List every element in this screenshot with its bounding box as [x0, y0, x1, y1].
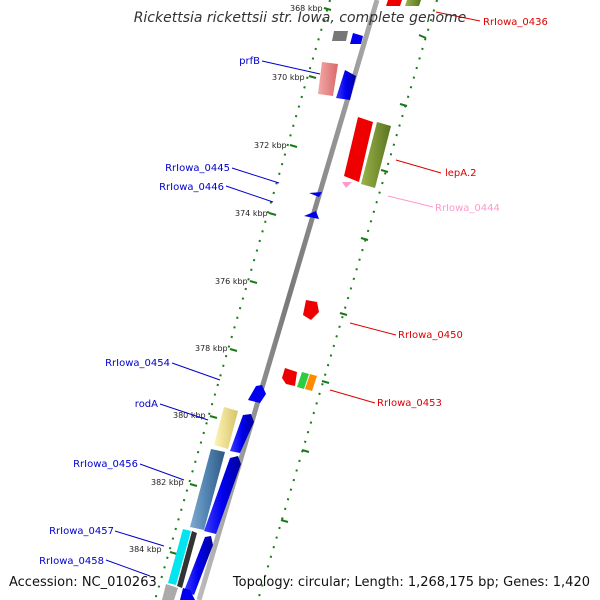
scale-label: 370 kbp — [272, 73, 305, 82]
right-guide-line — [257, 0, 438, 600]
gene-label-lepA2[interactable]: lepA.2 — [445, 168, 476, 179]
gene-feature[interactable] — [318, 62, 338, 96]
gene-feature[interactable] — [184, 536, 213, 595]
scale-label: 372 kbp — [254, 141, 287, 150]
gene-feature[interactable] — [204, 456, 241, 534]
gene-feature[interactable] — [214, 407, 238, 449]
gene-feature[interactable] — [180, 588, 195, 600]
right-scale-marks — [280, 34, 427, 523]
genome-summary-text: Topology: circular; Length: 1,268,175 bp… — [232, 575, 590, 590]
right-leader-lines — [329, 11, 481, 404]
gene-feature[interactable] — [405, 0, 421, 6]
gene-feature[interactable] — [282, 368, 297, 386]
gene-feature[interactable] — [332, 31, 348, 41]
accession-text: Accession: NC_010263 — [9, 575, 157, 590]
gene-feature[interactable] — [304, 211, 319, 219]
scale-label: 380 kbp — [173, 411, 206, 420]
gene-feature[interactable] — [350, 33, 363, 44]
scale-tick-marks — [169, 7, 332, 555]
gene-feature[interactable] — [361, 122, 391, 188]
gene-label-rriowa-0450[interactable]: RrIowa_0450 — [398, 330, 463, 341]
gene-feature[interactable] — [162, 584, 178, 600]
gene-feature[interactable] — [386, 0, 402, 6]
scale-label: 376 kbp — [215, 277, 248, 286]
gene-feature[interactable] — [168, 529, 191, 585]
gene-label-rriowa-0445[interactable]: RrIowa_0445 — [165, 163, 230, 174]
gene-feature[interactable] — [344, 117, 373, 182]
gene-feature[interactable] — [336, 70, 356, 100]
gene-feature[interactable] — [305, 374, 317, 391]
scale-label: 378 kbp — [195, 344, 228, 353]
left-leader-lines — [105, 60, 321, 577]
gene-label-rodA[interactable]: rodA — [135, 399, 158, 410]
gene-feature[interactable] — [309, 192, 322, 197]
scale-label: 368 kbp — [290, 4, 323, 13]
page-title: Rickettsia rickettsii str. Iowa, complet… — [133, 10, 467, 26]
genome-backbone — [196, 0, 380, 600]
gene-label-rriowa-0453[interactable]: RrIowa_0453 — [377, 398, 442, 409]
gene-label-rriowa-0454[interactable]: RrIowa_0454 — [105, 358, 170, 369]
gene-feature[interactable] — [190, 449, 225, 530]
gene-label-rriowa-0444[interactable]: RrIowa_0444 — [435, 203, 500, 214]
gene-label-rriowa-0436[interactable]: RrIowa_0436 — [483, 17, 548, 28]
gene-label-rriowa-0458[interactable]: RrIowa_0458 — [39, 556, 104, 567]
gene-feature[interactable] — [177, 531, 197, 588]
gene-feature[interactable] — [297, 372, 309, 389]
gene-feature[interactable] — [248, 385, 266, 403]
scale-label: 382 kbp — [151, 478, 184, 487]
left-guide-line — [154, 0, 331, 600]
gene-label-prfB[interactable]: prfB — [239, 56, 260, 67]
gene-feature[interactable] — [303, 300, 319, 320]
scale-label: 384 kbp — [129, 545, 162, 554]
scale-label: 374 kbp — [235, 209, 268, 218]
gene-label-rriowa-0446[interactable]: RrIowa_0446 — [159, 182, 224, 193]
gene-feature[interactable] — [342, 182, 352, 188]
gene-label-rriowa-0457[interactable]: RrIowa_0457 — [49, 526, 114, 537]
gene-feature[interactable] — [230, 414, 254, 453]
gene-label-rriowa-0456[interactable]: RrIowa_0456 — [73, 459, 138, 470]
